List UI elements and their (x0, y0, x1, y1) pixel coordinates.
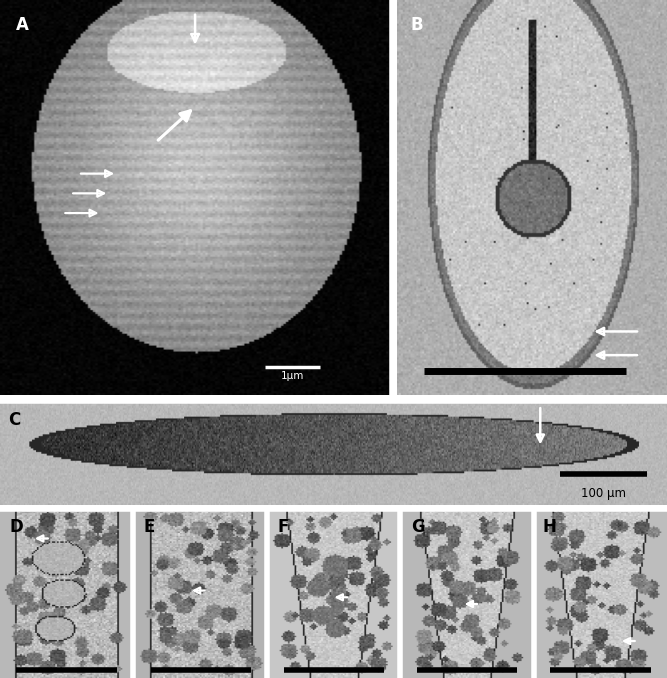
Text: D: D (9, 518, 23, 536)
Text: H: H (543, 518, 557, 536)
Text: 100 μm: 100 μm (581, 487, 626, 500)
Text: B: B (410, 16, 423, 34)
Text: E: E (144, 518, 155, 536)
Text: F: F (277, 518, 289, 536)
Text: 1μm: 1μm (281, 371, 304, 381)
Text: C: C (8, 410, 20, 428)
Text: A: A (15, 16, 29, 34)
Text: G: G (411, 518, 424, 536)
